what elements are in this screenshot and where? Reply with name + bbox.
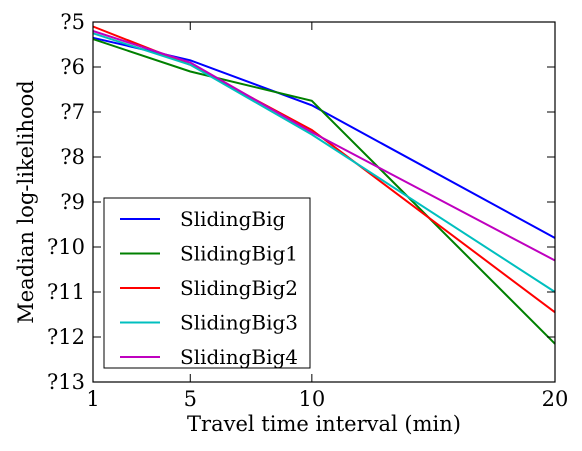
series-line-slidingbig3 — [92, 32, 556, 293]
y-tick-label: ?5 — [60, 10, 85, 34]
y-tick-label: ?8 — [60, 145, 85, 169]
series-lines — [92, 25, 556, 345]
legend-label: SlidingBig3 — [180, 311, 298, 335]
x-tick-label: 10 — [298, 387, 325, 411]
x-tick-label: 1 — [86, 387, 99, 411]
legend-label: SlidingBig — [180, 207, 285, 231]
legend-box — [103, 197, 311, 369]
legend-label: SlidingBig2 — [180, 276, 298, 300]
y-tick-label: ?12 — [47, 325, 85, 349]
series-line-slidingbig4 — [92, 30, 556, 262]
legend: SlidingBig SlidingBig1 SlidingBig2 SlidingB… — [103, 197, 311, 369]
legend-label: SlidingBig1 — [180, 242, 298, 266]
y-tick-label: ?13 — [47, 370, 85, 394]
plot-frame — [92, 21, 556, 383]
y-tick-label: ?11 — [47, 280, 85, 304]
y-tick-label: ?7 — [60, 100, 85, 124]
y-tick-label: ?9 — [60, 190, 85, 214]
y-axis-label: Meadian log-likelihood — [14, 80, 38, 324]
tick-labels: 1 5 10 20 ?5 ?6 ?7 ?8 ?9 ?10 ?11 ?12 ?13 — [47, 10, 568, 411]
x-axis-label: Travel time interval (min) — [187, 412, 461, 436]
y-tick-label: ?6 — [60, 55, 85, 79]
x-tick-label: 5 — [184, 387, 197, 411]
y-tick-label: ?10 — [47, 235, 85, 259]
legend-label: SlidingBig4 — [180, 345, 298, 369]
x-tick-label: 20 — [542, 387, 569, 411]
